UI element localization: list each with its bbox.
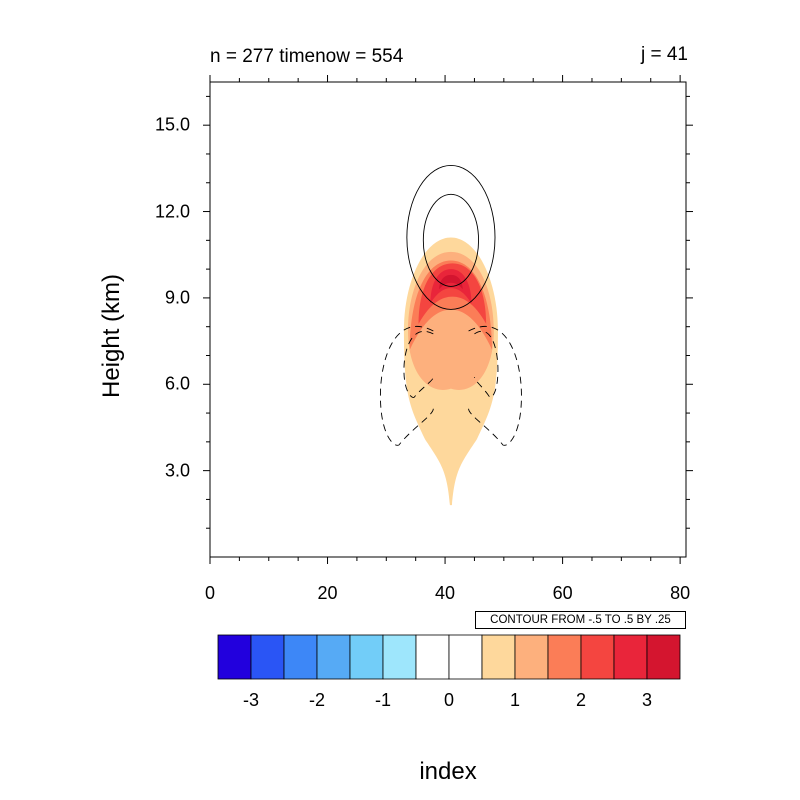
contour-line-0.25-0 [406,165,496,310]
colorbar-label: index [419,758,477,785]
y-tick-label: 3.0 [164,460,190,481]
colorbar-tick-label: 3 [641,690,653,710]
colorbar-box-6 [415,634,450,680]
y-axis-label: Height (km) [98,273,125,399]
colorbar-box-8 [481,634,516,680]
contour-line--0.25-right-3 [468,325,522,446]
colorbar-box-3 [316,634,351,680]
contour-line--0.5-right-5 [473,331,499,398]
contour-line--0.25-left-2 [379,325,434,446]
colorbar-tick-label: 2 [575,690,587,710]
colorbar-box-2 [283,634,318,680]
x-tick-label: 60 [552,583,573,603]
colorbar-tick-label: -1 [374,690,392,710]
colorbar-tick-label: 1 [509,690,521,710]
y-tick-label: 6.0 [164,373,190,394]
y-tick-label: 9.0 [164,287,190,308]
contour-info-box: CONTOUR FROM -.5 TO .5 BY .25 [475,611,686,629]
colorbar-box-4 [349,634,384,680]
plot-area [379,165,522,506]
x-tick-label: 80 [670,583,691,603]
colorbar-box-1 [250,634,285,680]
contour-line--0.5-left-4 [403,331,434,398]
colorbar-tick-label: 0 [443,690,455,710]
axes-frame [203,75,693,564]
y-tick-label: 12.0 [154,201,190,222]
colorbar-box-7 [448,634,483,680]
colorbar-box-12 [613,634,648,680]
colorbar-box-10 [547,634,582,680]
colorbar-box-13 [646,634,681,680]
colorbar-tick-label: -3 [242,690,260,710]
title-right: j = 41 [640,44,688,65]
colorbar-box-9 [514,634,549,680]
title-left: n = 277 timenow = 554 [210,46,404,67]
colorbar-tick-label: -2 [308,690,326,710]
colorbar-box-5 [382,634,417,680]
plot-frame [209,81,687,558]
y-tick-label: 15.0 [154,114,190,135]
colorbar [217,634,681,680]
contour-line-0.5-1 [422,193,480,287]
x-tick-label: 0 [204,583,216,603]
shade-level-3 [439,274,463,290]
x-tick-label: 20 [317,583,338,603]
colorbar-box-0 [217,634,252,680]
x-tick-label: 40 [435,583,456,603]
colorbar-box-11 [580,634,615,680]
